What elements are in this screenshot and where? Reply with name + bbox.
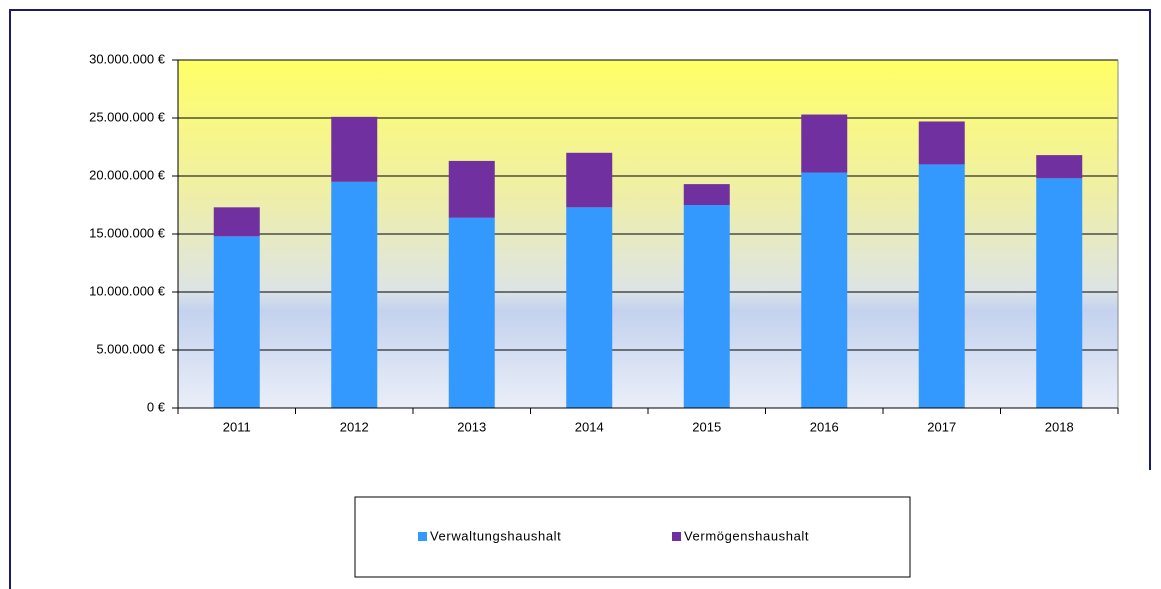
x-tick-label: 2017 (927, 419, 956, 434)
bar-segment (683, 184, 730, 205)
x-tick-label: 2014 (575, 419, 604, 434)
x-tick-label: 2015 (692, 419, 721, 434)
legend-label: Vermögenshaushalt (684, 528, 809, 543)
legend-swatch (418, 532, 427, 541)
y-tick-label: 25.000.000 € (89, 109, 166, 124)
legend-swatch (672, 532, 681, 541)
y-tick-label: 15.000.000 € (89, 225, 166, 240)
y-tick-label: 5.000.000 € (96, 341, 165, 356)
bar-segment (331, 116, 378, 182)
legend (354, 496, 911, 578)
bar-segment (448, 217, 495, 408)
y-tick-label: 20.000.000 € (89, 167, 166, 182)
bar-segment (566, 152, 613, 208)
y-tick-label: 30.000.000 € (89, 51, 166, 66)
bar-segment (331, 181, 378, 408)
x-tick-label: 2018 (1045, 419, 1074, 434)
bar-segment (448, 160, 495, 218)
bar-segment (1036, 155, 1083, 179)
bar-segment (1036, 178, 1083, 408)
bar-segment (801, 114, 848, 173)
frame (9, 9, 1151, 589)
bar-segment (801, 172, 848, 408)
bar-segment (213, 207, 260, 237)
x-tick-label: 2013 (457, 419, 486, 434)
x-tick-label: 2011 (223, 419, 251, 434)
y-tick-label: 0 € (147, 399, 166, 414)
bar-segment (918, 121, 965, 165)
legend-label: Verwaltungshaushalt (430, 528, 561, 543)
bar-segment (683, 205, 730, 408)
bar-segment (566, 207, 613, 408)
bar-segment (213, 236, 260, 408)
x-tick-label: 2012 (340, 419, 369, 434)
x-tick-label: 2016 (810, 419, 839, 434)
y-tick-label: 10.000.000 € (89, 283, 166, 298)
bar-segment (918, 164, 965, 408)
